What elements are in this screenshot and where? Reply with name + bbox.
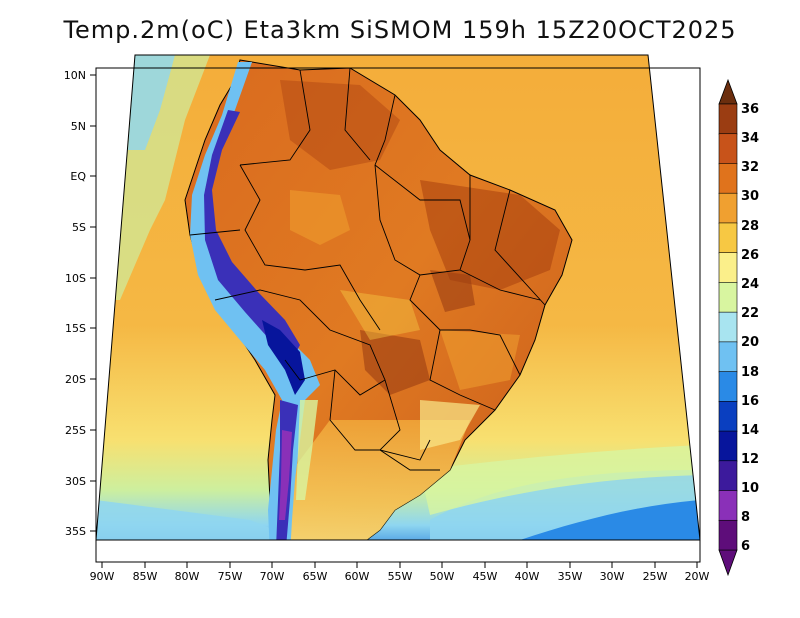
colorbar-segment <box>718 163 738 194</box>
map-title: Temp.2m(oC) Eta3km SiSMOM 159h 15Z20OCT2… <box>63 16 737 44</box>
lon-label: 50W <box>430 570 455 583</box>
colorbar-segment <box>718 192 738 224</box>
colorbar-segment <box>718 401 738 432</box>
colorbar-segment <box>718 252 738 284</box>
lat-label: 5S <box>72 221 86 234</box>
colorbar-segment <box>718 460 738 492</box>
lon-label: 75W <box>218 570 243 583</box>
colorbar-segment <box>718 282 738 313</box>
colorbar-label: 16 <box>741 394 759 409</box>
colorbar-label: 34 <box>741 131 759 146</box>
lat-label: EQ <box>70 170 86 183</box>
lon-label: 90W <box>90 570 115 583</box>
colorbar: 36 34 32 30 28 26 24 22 20 18 16 14 12 1… <box>718 78 759 577</box>
colorbar-segment <box>718 311 738 343</box>
colorbar-label: 6 <box>741 539 750 554</box>
colorbar-segment <box>718 103 738 135</box>
colorbar-label: 36 <box>741 102 759 117</box>
colorbar-segment <box>718 430 738 462</box>
lon-label: 80W <box>175 570 200 583</box>
political-borders <box>189 67 546 471</box>
temperature-field <box>96 55 700 540</box>
colorbar-top-arrow <box>718 78 738 105</box>
lat-label: 15S <box>65 322 86 335</box>
lon-label: 20W <box>685 570 710 583</box>
colorbar-label: 18 <box>741 365 759 380</box>
colorbar-segment <box>718 490 738 522</box>
lat-label: 5N <box>71 120 86 133</box>
lon-label: 70W <box>260 570 285 583</box>
colorbar-label: 14 <box>741 423 759 438</box>
lon-label: 65W <box>303 570 328 583</box>
colorbar-label: 12 <box>741 452 759 467</box>
colorbar-label: 10 <box>741 481 759 496</box>
lon-label: 30W <box>600 570 625 583</box>
south-pacific-cool <box>96 500 300 540</box>
plot-border <box>95 67 701 563</box>
colorbar-segment <box>718 133 738 165</box>
colorbar-segment <box>718 519 738 551</box>
latitude-axis: 10N 5N EQ 5S 10S 15S 20S 25S 30S 35S <box>64 69 96 538</box>
colorbar-segment <box>718 371 738 403</box>
lon-label: 35W <box>558 570 583 583</box>
colorbar-label: 8 <box>741 510 750 525</box>
lat-label: 35S <box>65 525 86 538</box>
colorbar-label: 22 <box>741 306 759 321</box>
colorbar-label: 28 <box>741 219 759 234</box>
colorbar-label: 32 <box>741 160 759 175</box>
colorbar-label: 26 <box>741 248 759 263</box>
longitude-axis: 90W 85W 80W 75W 70W 65W 60W 55W 50W 45W … <box>90 562 710 583</box>
lat-label: 10N <box>64 69 86 82</box>
colorbar-segment <box>718 222 738 254</box>
lon-label: 85W <box>133 570 158 583</box>
lon-label: 55W <box>388 570 413 583</box>
lon-label: 25W <box>643 570 668 583</box>
colorbar-segment <box>718 341 738 373</box>
lat-label: 30S <box>65 475 86 488</box>
colorbar-label: 24 <box>741 277 759 292</box>
colorbar-label: 30 <box>741 189 759 204</box>
lon-label: 40W <box>515 570 540 583</box>
lat-label: 25S <box>65 424 86 437</box>
colorbar-label: 20 <box>741 335 759 350</box>
lat-label: 20S <box>65 373 86 386</box>
lon-label: 45W <box>473 570 498 583</box>
colorbar-bottom-arrow <box>718 549 738 577</box>
lon-label: 60W <box>345 570 370 583</box>
lat-label: 10S <box>65 272 86 285</box>
